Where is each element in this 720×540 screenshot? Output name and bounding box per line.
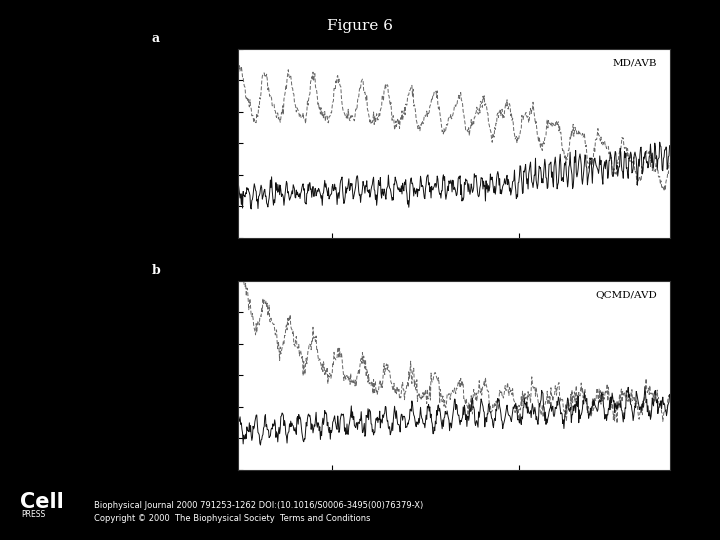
Text: Figure 6: Figure 6 [327,19,393,33]
Text: Cell: Cell [20,492,64,512]
Text: b: b [151,264,160,277]
Text: PRESS: PRESS [22,510,46,519]
Y-axis label: Distance [ A ]: Distance [ A ] [204,105,215,181]
Text: QCMD/AVD: QCMD/AVD [595,291,657,299]
Text: MD/AVB: MD/AVB [612,58,657,67]
X-axis label: Time [ps]: Time [ps] [427,258,480,268]
Y-axis label: Distance [ A ]: Distance [ A ] [204,337,215,414]
Text: Copyright © 2000  The Biophysical Society  Terms and Conditions: Copyright © 2000 The Biophysical Society… [94,514,370,523]
X-axis label: Time [ps]: Time [ps] [427,490,480,500]
Text: a: a [151,32,159,45]
Text: Biophysical Journal 2000 791253-1262 DOI:(10.1016/S0006-3495(00)76379-X): Biophysical Journal 2000 791253-1262 DOI… [94,501,423,510]
